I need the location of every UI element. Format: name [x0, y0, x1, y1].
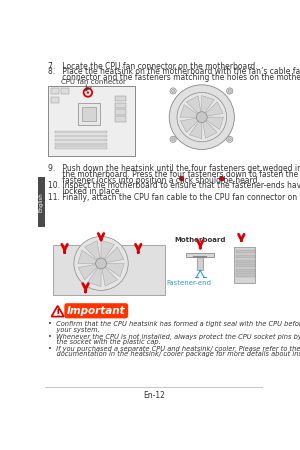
Bar: [53, 245, 165, 295]
FancyBboxPatch shape: [234, 247, 255, 284]
Text: documentation in the heatsink/ cooler package for more details about installatio: documentation in the heatsink/ cooler pa…: [48, 351, 300, 357]
Circle shape: [96, 258, 106, 269]
Bar: [55, 131, 107, 133]
Bar: [236, 264, 254, 267]
Bar: [197, 256, 203, 270]
Circle shape: [226, 88, 233, 94]
Bar: [236, 250, 254, 253]
Text: Important: Important: [67, 306, 126, 316]
Text: connector and the fasteners matching the holes on the motherboard.: connector and the fasteners matching the…: [48, 73, 300, 82]
Circle shape: [87, 91, 89, 94]
Text: the socket with the plastic cap.: the socket with the plastic cap.: [48, 339, 160, 345]
Text: 11. Finally, attach the CPU fan cable to the CPU fan connector on the motherboar: 11. Finally, attach the CPU fan cable to…: [48, 193, 300, 202]
Circle shape: [172, 90, 175, 93]
Polygon shape: [202, 121, 217, 138]
Bar: [55, 135, 107, 137]
Polygon shape: [78, 250, 97, 263]
Circle shape: [169, 85, 234, 149]
Bar: [186, 252, 214, 256]
Text: Fastener-end: Fastener-end: [166, 280, 211, 286]
Text: 9.   Push down the heatsink until the four fasteners get wedged into the holes o: 9. Push down the heatsink until the four…: [48, 164, 300, 173]
Circle shape: [228, 90, 231, 93]
Text: the motherboard. Press the four fasteners down to fasten the heatsink. As each: the motherboard. Press the four fastener…: [48, 170, 300, 179]
Bar: [61, 88, 68, 94]
Polygon shape: [105, 263, 124, 277]
Bar: [55, 143, 107, 145]
Bar: [236, 274, 254, 277]
Circle shape: [179, 176, 184, 181]
Text: English: English: [39, 192, 44, 212]
Polygon shape: [206, 117, 224, 130]
Polygon shape: [101, 240, 114, 260]
Polygon shape: [78, 264, 98, 280]
Bar: [82, 107, 96, 121]
Text: 10. Inspect the motherboard to ensure that the fastener-ends have been properly: 10. Inspect the motherboard to ensure th…: [48, 181, 300, 190]
Bar: [236, 260, 254, 263]
Text: Motherboard: Motherboard: [175, 237, 226, 243]
Text: •  If you purchased a separate CPU and heatsink/ cooler, Please refer to the: • If you purchased a separate CPU and he…: [48, 346, 300, 352]
Bar: [55, 139, 107, 141]
Text: 8.   Place the heatsink on the motherboard with the fan’s cable facing towards t: 8. Place the heatsink on the motherboard…: [48, 68, 300, 76]
Text: locked in place.: locked in place.: [48, 187, 122, 196]
Text: fastener locks into position a click should be heard.: fastener locks into position a click sho…: [48, 176, 260, 184]
Polygon shape: [88, 267, 101, 287]
Polygon shape: [202, 95, 214, 113]
Text: !: !: [56, 309, 60, 319]
Text: •  Confirm that the CPU heatsink has formed a tight seal with the CPU before boo: • Confirm that the CPU heatsink has form…: [48, 321, 300, 327]
Bar: [115, 109, 126, 115]
FancyBboxPatch shape: [38, 177, 45, 227]
Bar: [115, 103, 126, 108]
Bar: [55, 146, 107, 148]
Text: 7.   Locate the CPU fan connector on the motherboard.: 7. Locate the CPU fan connector on the m…: [48, 62, 258, 71]
Text: •  Whenever the CPU is not installed, always protect the CPU socket pins by cove: • Whenever the CPU is not installed, alw…: [48, 333, 300, 340]
Bar: [236, 269, 254, 272]
Bar: [48, 86, 135, 156]
Bar: [78, 104, 100, 125]
Circle shape: [196, 112, 207, 122]
Polygon shape: [180, 118, 199, 132]
Circle shape: [220, 176, 224, 181]
Polygon shape: [180, 105, 198, 117]
Circle shape: [170, 88, 176, 94]
Bar: [52, 97, 59, 104]
Text: CPU fan connector: CPU fan connector: [61, 79, 126, 86]
Circle shape: [226, 136, 233, 142]
Bar: [52, 88, 59, 94]
Polygon shape: [102, 267, 118, 286]
Circle shape: [170, 136, 176, 142]
Polygon shape: [85, 241, 100, 260]
Polygon shape: [104, 247, 124, 263]
Bar: [236, 255, 254, 258]
Circle shape: [172, 138, 175, 141]
Text: En-12: En-12: [143, 391, 165, 400]
Circle shape: [177, 93, 226, 142]
Polygon shape: [189, 121, 202, 139]
Polygon shape: [52, 306, 64, 316]
Polygon shape: [205, 102, 223, 117]
Circle shape: [228, 138, 231, 141]
Polygon shape: [187, 96, 201, 114]
Circle shape: [74, 237, 128, 290]
Bar: [115, 117, 126, 122]
Text: your system.: your system.: [48, 327, 99, 333]
Bar: [115, 95, 126, 101]
